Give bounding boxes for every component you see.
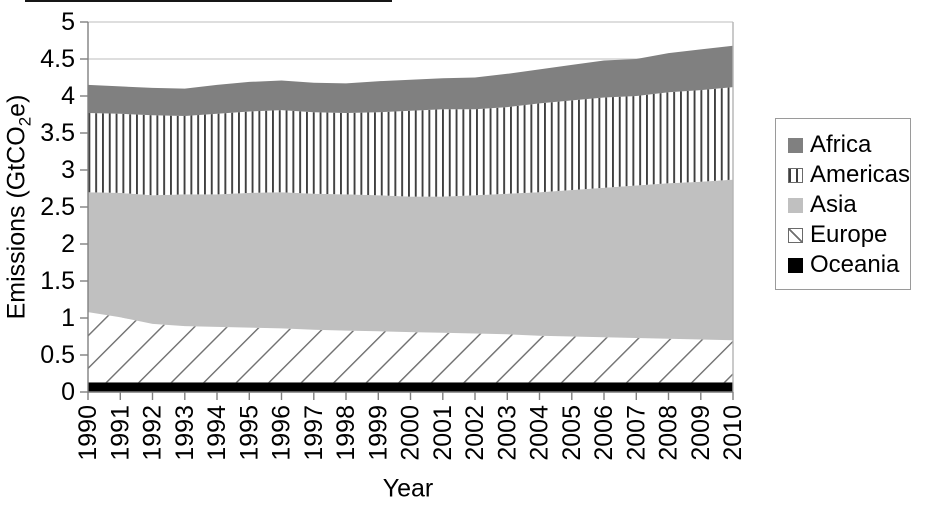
x-tick-label: 1999: [364, 405, 392, 461]
area-asia: [88, 179, 733, 341]
x-tick-label: 2003: [493, 405, 521, 461]
x-tick-label: 2009: [687, 405, 715, 461]
x-tick-label: 1993: [171, 405, 199, 461]
x-tick-label: 1998: [332, 405, 360, 461]
x-tick-label: 2007: [622, 405, 650, 461]
legend-item-oceania: Oceania: [788, 250, 910, 280]
legend-item-asia: Asia: [788, 190, 910, 220]
legend: Africa Americas Asia Europe Oceania: [775, 118, 911, 290]
x-tick-label: 1997: [300, 405, 328, 461]
x-tick-label: 2010: [719, 405, 747, 461]
y-tick-label: 4: [61, 82, 75, 110]
y-tick-label: 4.5: [40, 45, 75, 73]
x-tick-label: 2001: [429, 405, 457, 461]
legend-swatch-asia-icon: [788, 197, 803, 213]
y-tick-label: 3: [61, 156, 75, 184]
x-tick-label: 1996: [268, 405, 296, 461]
legend-swatch-europe-icon: [788, 227, 803, 243]
y-axis-title-subscript: 2: [15, 116, 35, 127]
legend-item-americas: Americas: [788, 160, 910, 190]
y-tick-label: 2: [61, 230, 75, 258]
area-oceania: [88, 382, 733, 392]
legend-label-africa: Africa: [810, 131, 872, 158]
x-tick-label: 2004: [526, 405, 554, 461]
legend-item-europe: Europe: [788, 220, 910, 250]
area-americas: [88, 87, 733, 197]
x-tick-label: 2006: [590, 405, 618, 461]
legend-swatch-americas-icon: [788, 167, 803, 183]
y-tick-label: 0.5: [40, 341, 75, 369]
y-tick-label: 1: [61, 304, 75, 332]
area-europe: [88, 312, 733, 383]
legend-swatch-africa-icon: [788, 137, 803, 153]
y-tick-label: 5: [61, 8, 75, 36]
x-tick-label: 2005: [558, 405, 586, 461]
legend-item-africa: Africa: [788, 130, 910, 160]
y-tick-label: 1.5: [40, 267, 75, 295]
area-africa: [88, 45, 733, 117]
x-tick-label: 1992: [139, 405, 167, 461]
legend-label-asia: Asia: [810, 191, 857, 218]
legend-label-oceania: Oceania: [810, 251, 900, 278]
y-tick-label: 3.5: [40, 119, 75, 147]
legend-label-europe: Europe: [810, 221, 888, 248]
top-border-artifact: [25, 0, 392, 2]
x-axis-title: Year: [382, 474, 434, 503]
x-tick-label: 1990: [74, 405, 102, 461]
legend-label-americas: Americas: [810, 161, 911, 188]
x-tick-label: 2008: [655, 405, 683, 461]
legend-swatch-oceania-icon: [788, 257, 803, 273]
y-axis-title: Emissions (GtCO2e): [3, 95, 36, 320]
y-axis-title-text: Emissions (GtCO: [2, 126, 31, 320]
y-tick-label: 2.5: [40, 193, 75, 221]
x-tick-label: 1995: [235, 405, 263, 461]
x-tick-label: 2000: [397, 405, 425, 461]
y-axis-title-text-end: e): [2, 94, 31, 117]
x-tick-label: 1994: [203, 405, 231, 461]
y-tick-label: 0: [61, 378, 75, 406]
x-tick-label: 1991: [106, 405, 134, 461]
x-tick-label: 2002: [461, 405, 489, 461]
